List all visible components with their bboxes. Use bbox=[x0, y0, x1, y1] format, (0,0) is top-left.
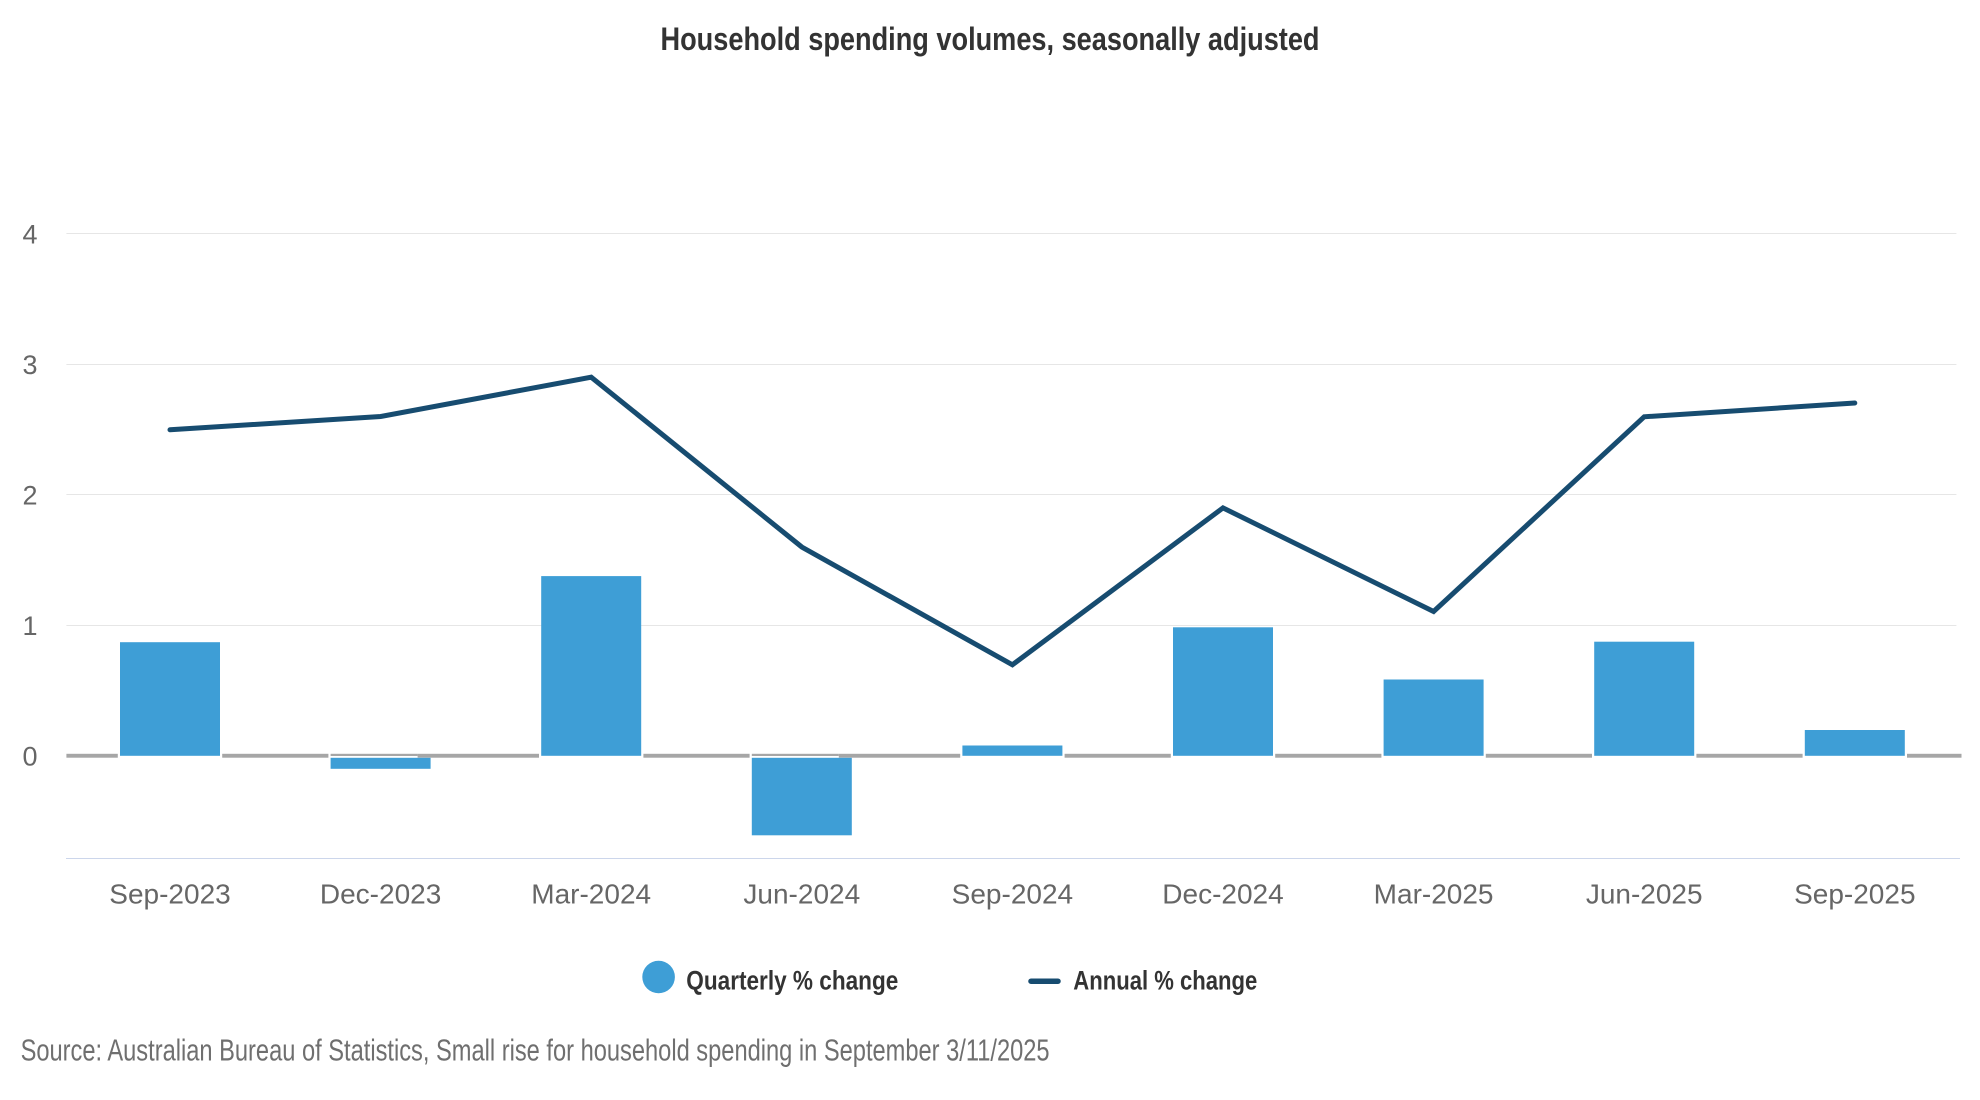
svg-text:4: 4 bbox=[22, 219, 37, 249]
svg-text:Household spending volumes, se: Household spending volumes, seasonally a… bbox=[661, 21, 1320, 57]
svg-text:Source: Australian Bureau of S: Source: Australian Bureau of Statistics,… bbox=[21, 1032, 1050, 1067]
svg-text:Dec-2024: Dec-2024 bbox=[1162, 879, 1283, 910]
svg-text:1: 1 bbox=[22, 611, 37, 641]
svg-text:3: 3 bbox=[22, 350, 37, 380]
svg-text:Mar-2024: Mar-2024 bbox=[531, 879, 651, 910]
svg-text:Jun-2024: Jun-2024 bbox=[743, 879, 860, 910]
svg-text:0: 0 bbox=[22, 742, 37, 772]
svg-text:Sep-2023: Sep-2023 bbox=[109, 879, 230, 910]
svg-text:Sep-2025: Sep-2025 bbox=[1794, 879, 1915, 910]
svg-text:Mar-2025: Mar-2025 bbox=[1374, 879, 1494, 910]
svg-text:Sep-2024: Sep-2024 bbox=[952, 879, 1073, 910]
svg-text:Jun-2025: Jun-2025 bbox=[1586, 879, 1703, 910]
svg-text:Quarterly % change: Quarterly % change bbox=[686, 966, 898, 996]
svg-text:2: 2 bbox=[22, 481, 37, 511]
svg-text:Annual % change: Annual % change bbox=[1073, 966, 1257, 996]
svg-text:Dec-2023: Dec-2023 bbox=[320, 879, 441, 910]
